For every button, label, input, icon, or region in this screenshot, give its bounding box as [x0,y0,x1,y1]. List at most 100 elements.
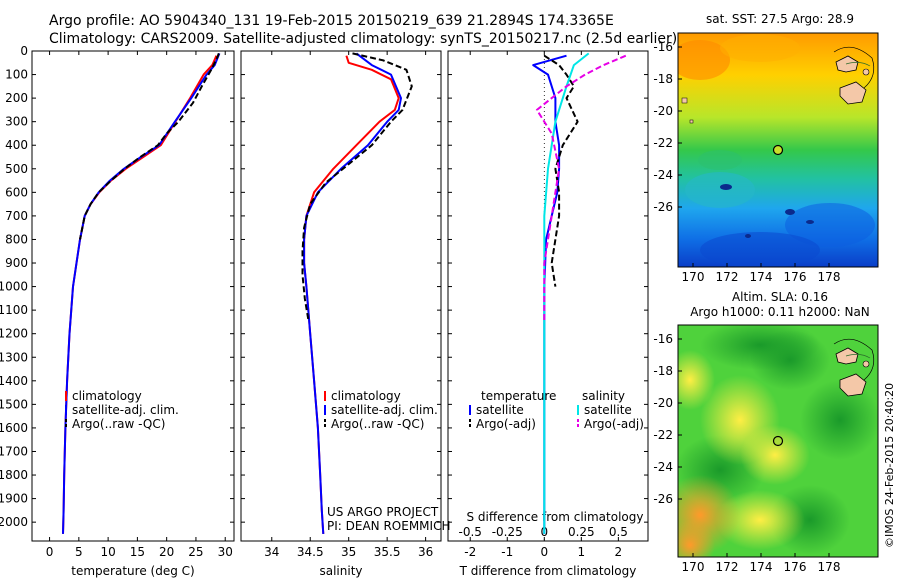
salinity-series-argo-raw-qc- [301,52,413,323]
difference-legend-title-salinity: salinity [582,389,625,403]
temperature-panel: 0 5 10 15 20 25 30 temperature (deg C) 0 100 200 30… [0,44,235,578]
header-line1: Argo profile: AO 5904340_131 19-Feb-2015… [49,13,614,29]
difference-legend-label: satellite [584,403,632,417]
difference-frame [447,50,649,542]
temperature-ytick-label: 400 [5,138,28,152]
sla-ytick-label: -20 [653,396,673,410]
salinity-series-climatology [303,55,400,534]
temperature-legend-label: climatology [72,389,142,403]
imos-stamp: ©IMOS 24-Feb-2015 20:40:20 [883,383,896,548]
sst-map-frame [677,32,879,268]
temperature-ytick-label: 1600 [0,421,28,435]
difference-xtick-label: 2 [615,545,623,559]
difference-xtick-top-label: 0.25 [568,525,595,539]
temperature-legend-label: Argo(..raw -QC) [72,417,165,431]
sst-xtick-label: 176 [784,270,807,284]
sla-texture [678,325,878,557]
temperature-xtick-label: 25 [188,545,203,559]
temperature-ytick-label: 1300 [0,350,28,364]
temperature-ytick-label: 1400 [0,374,28,388]
sla-ytick-label: -26 [653,492,673,506]
temperature-xlabel: temperature (deg C) [71,564,194,578]
temperature-ytick-label: 500 [5,162,28,176]
temperature-series-satellite-adj-clim- [62,53,221,534]
temperature-legend-label: satellite-adj. clim. [72,403,179,417]
difference-xtick-label: 0 [540,545,548,559]
temperature-ytick-label: 1700 [0,444,28,458]
difference-panel: -2 -1 0 1 2 T difference from climatology -0.5… [447,50,649,578]
difference-xlabel: T difference from climatology [459,564,637,578]
temperature-ytick-label: 900 [5,256,28,270]
sst-xtick-label: 174 [750,270,773,284]
temperature-ytick-label: 1900 [0,492,28,506]
temperature-ytick-label: 700 [5,209,28,223]
sla-land [833,338,875,397]
salinity-legend-label: climatology [331,389,401,403]
sla-xtick-label: 174 [750,560,773,574]
difference-legend-label: satellite [476,403,524,417]
sst-ytick-label: -22 [653,136,673,150]
salinity-xlabel: salinity [319,564,362,578]
difference-xtick-label: -2 [464,545,476,559]
sla-argo-marker [772,435,784,447]
difference-xlabel-top: S difference from climatology [467,510,644,524]
difference-legend-title-temperature: temperature [481,389,556,403]
temperature-ytick-label: 1500 [0,397,28,411]
salinity-legend-label: Argo(..raw -QC) [331,417,424,431]
sla-xtick-label: 172 [716,560,739,574]
temperature-xtick-label: 15 [130,545,145,559]
salinity-legend-label: satellite-adj. clim. [331,403,438,417]
sst-ytick-label: -20 [653,104,673,118]
difference-legend-label: Argo(-adj) [584,417,644,431]
sst-xtick-label: 178 [818,270,841,284]
temperature-ytick-label: 2000 [0,515,28,529]
sst-ytick-label: -16 [653,40,673,54]
temperature-series-climatology [62,55,218,534]
temperature-ytick-label: 300 [5,115,28,129]
sla-xtick-label: 178 [818,560,841,574]
difference-series-argo-adj- [543,54,579,287]
difference-series-argo-adj- [535,54,627,322]
project-credit: US ARGO PROJECT [327,505,439,519]
salinity-xtick-label: 35.5 [374,545,401,559]
header-line2: Climatology: CARS2009. Satellite-adjuste… [49,31,677,47]
difference-xtick-top-label: -0.5 [459,525,482,539]
sla-xtick-label: 170 [682,560,705,574]
sst-ytick-label: -26 [653,200,673,214]
sla-map-title1: Altim. SLA: 0.16 [732,290,828,304]
sst-ytick-label: -24 [653,168,673,182]
temperature-xtick-label: 5 [75,545,83,559]
salinity-xtick-label: 34.5 [297,545,324,559]
sla-map-title2: Argo h1000: 0.11 h2000: NaN [690,305,870,319]
temperature-series-argo-raw-qc- [79,53,220,240]
sst-texture [678,34,875,267]
temperature-xtick-label: 0 [46,545,54,559]
sst-xtick-label: 172 [716,270,739,284]
difference-xtick-label: -1 [501,545,513,559]
sla-ytick-label: -24 [653,460,673,474]
salinity-panel: 34 34.5 35 35.5 36 salinity climatologysatelli… [240,50,442,578]
salinity-xtick-label: 34 [264,545,279,559]
temperature-ytick-label: 1100 [0,303,28,317]
sst-map [677,32,879,268]
sst-xtick-label: 170 [682,270,705,284]
temperature-ytick-label: 1200 [0,327,28,341]
sla-map [677,324,879,558]
difference-series-satellite [543,52,590,534]
salinity-series-satellite-adj-clim- [303,52,402,534]
temperature-ytick-label: 1000 [0,280,28,294]
temperature-ytick-label: 1800 [0,468,28,482]
temperature-xtick-label: 20 [159,545,174,559]
salinity-xtick-label: 36 [418,545,433,559]
temperature-ytick-label: 800 [5,232,28,246]
sla-ytick-label: -22 [653,428,673,442]
difference-xtick-top-label: 0.5 [609,525,628,539]
temperature-xtick-label: 10 [100,545,115,559]
sla-map-frame [677,324,879,558]
salinity-frame [240,50,442,542]
pi-credit: PI: DEAN ROEMMICH [327,519,450,533]
temperature-ytick-label: 200 [5,91,28,105]
sst-map-title: sat. SST: 27.5 Argo: 28.9 [706,12,854,26]
sla-ytick-label: -16 [653,332,673,346]
